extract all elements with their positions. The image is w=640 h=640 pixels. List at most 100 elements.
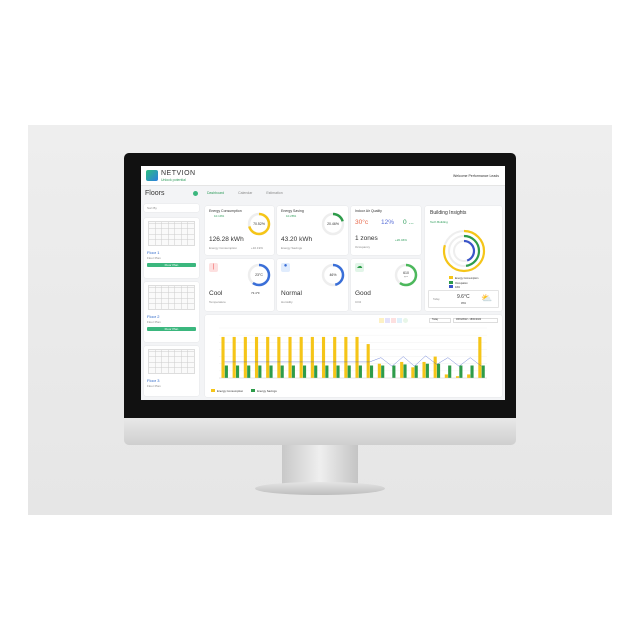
weather-widget: Today 9.6°C 45% ⛅ — [428, 290, 499, 308]
card-title: Indoor Air Quality — [355, 209, 382, 213]
bar-savings — [347, 365, 351, 378]
bar-savings — [302, 365, 307, 378]
add-floor-icon[interactable] — [193, 191, 198, 196]
bar-consumption — [455, 376, 460, 378]
filter-humidity-icon[interactable] — [397, 318, 402, 323]
card-delta: 10.19% — [214, 214, 225, 218]
card-label: Temperature — [209, 300, 226, 304]
bar-consumption — [266, 336, 270, 378]
floor-plan-button[interactable]: Floor Plan — [147, 327, 196, 331]
card-value: Good — [355, 290, 371, 297]
bar-consumption — [277, 336, 281, 378]
energy-saving-card: Energy Saving 10.28% 20.46% 43.20 kWh En… — [277, 206, 348, 255]
bar-savings — [392, 365, 396, 378]
bar-savings — [403, 364, 407, 378]
bar-consumption — [221, 336, 225, 378]
co2-card: ☁ 610 ppm Good CO2 — [351, 259, 421, 311]
card-label: Humidity — [281, 300, 293, 304]
card-change: +10.19% — [251, 246, 263, 250]
floor-sub: Floor Plan — [147, 384, 161, 388]
legend-savings: Energy Savings — [257, 389, 277, 393]
floor-card[interactable]: Floor 3 Floor Plan — [144, 346, 199, 396]
card-title: Energy Saving — [281, 209, 304, 213]
bar-savings — [235, 365, 240, 378]
card-title: Energy Consumption — [209, 209, 242, 213]
card-delta: 10.28% — [286, 214, 297, 218]
bar-savings — [448, 365, 452, 378]
tab-bar: Dashboard Calendar Estimation — [207, 191, 283, 195]
bar-savings — [358, 365, 362, 378]
floor-card[interactable]: Floor 1 Floor Plan Floor Plan — [144, 218, 199, 278]
bar-consumption — [377, 363, 381, 378]
bar-consumption — [478, 336, 482, 378]
iaq-humidity: 12% — [381, 219, 395, 226]
tab-dashboard[interactable]: Dashboard — [207, 191, 225, 195]
temp-fahrenheit: 73.4°F — [251, 291, 260, 295]
bar-savings — [425, 363, 429, 378]
floor-plan-button[interactable]: Floor Plan — [147, 263, 196, 267]
sidebar-title: Floors — [145, 190, 165, 197]
bar-consumption — [433, 356, 437, 378]
card-value: Cool — [209, 290, 223, 297]
filter-energy-icon[interactable] — [379, 318, 384, 323]
tab-calendar[interactable]: Calendar — [238, 191, 253, 195]
bar-savings — [224, 365, 228, 378]
bar-consumption — [422, 361, 426, 378]
date-range-picker[interactable]: 18/01/2022 - 18/01/2022 — [453, 318, 498, 323]
bar-consumption — [254, 336, 259, 378]
bar-consumption — [333, 336, 337, 378]
partly-cloudy-icon: ⛅ — [481, 293, 493, 303]
bar-consumption — [321, 336, 326, 378]
bar-savings — [470, 365, 474, 378]
filter-temp-icon[interactable] — [391, 318, 396, 323]
filter-co2-icon[interactable] — [403, 318, 408, 323]
bar-savings — [436, 363, 441, 378]
floor-sub: Floor Plan — [147, 256, 161, 260]
energy-consumption-card: Energy Consumption 10.19% 70.52% 126.28 … — [205, 206, 274, 255]
user-menu[interactable]: Welcome Performance Leads — [452, 174, 499, 178]
energy-chart-card: Today 18/01/2022 - 18/01/2022 Energy Con… — [205, 315, 502, 397]
floors-sidebar: Floors Sort By Floor 1 Floor Plan Floor … — [144, 190, 200, 396]
bar-consumption — [400, 361, 404, 378]
bar-consumption — [243, 336, 247, 378]
iaq-temp: 30°c — [355, 219, 369, 226]
filter-savings-icon[interactable] — [385, 318, 390, 323]
legend-consumption: Energy Consumption — [217, 389, 244, 393]
chart-legend: Energy Consumption Energy Savings — [211, 389, 277, 393]
tab-estimation[interactable]: Estimation — [266, 191, 283, 195]
legend-item: Occupation — [455, 281, 468, 285]
dashboard-screen: NETVION Unlock potential Welcome Perform… — [141, 166, 505, 400]
bar-consumption — [355, 336, 359, 378]
monitor-stand — [282, 445, 358, 485]
building-name[interactable]: Tech Building — [430, 220, 448, 224]
insights-ring-chart — [442, 229, 486, 273]
bar-savings — [459, 365, 463, 378]
floor-name: Floor 2 — [147, 314, 160, 319]
insights-legend: Energy Consumption Occupation 44% — [449, 276, 478, 290]
weather-temp: 9.6°C — [457, 294, 470, 300]
floor-card[interactable]: Floor 2 Floor Plan Floor Plan — [144, 282, 199, 342]
cloud-icon: ☁ — [355, 263, 364, 272]
temperature-gauge — [247, 263, 271, 287]
gauge-unit: ppm — [404, 276, 408, 278]
saving-gauge — [321, 212, 345, 236]
monitor-base — [255, 482, 385, 495]
bar-consumption — [444, 374, 448, 378]
period-select[interactable]: Today — [429, 318, 451, 323]
bar-savings — [269, 365, 273, 378]
bar-consumption — [288, 336, 292, 378]
bar-savings — [481, 365, 485, 378]
floor-plan-image — [148, 285, 195, 310]
bar-savings — [369, 365, 374, 378]
chart-filter-icons — [379, 318, 408, 323]
indoor-air-quality-card: Indoor Air Quality 30°c 12% 0 ... 1 zone… — [351, 206, 421, 255]
consumption-gauge — [247, 212, 271, 236]
bar-savings — [291, 365, 295, 378]
floor-name: Floor 1 — [147, 250, 160, 255]
trend-line — [224, 355, 482, 367]
bar-savings — [280, 365, 284, 378]
floor-name: Floor 3 — [147, 378, 160, 383]
bar-savings — [258, 365, 262, 378]
weather-label: Today — [433, 298, 440, 301]
sort-select[interactable]: Sort By — [144, 204, 199, 212]
